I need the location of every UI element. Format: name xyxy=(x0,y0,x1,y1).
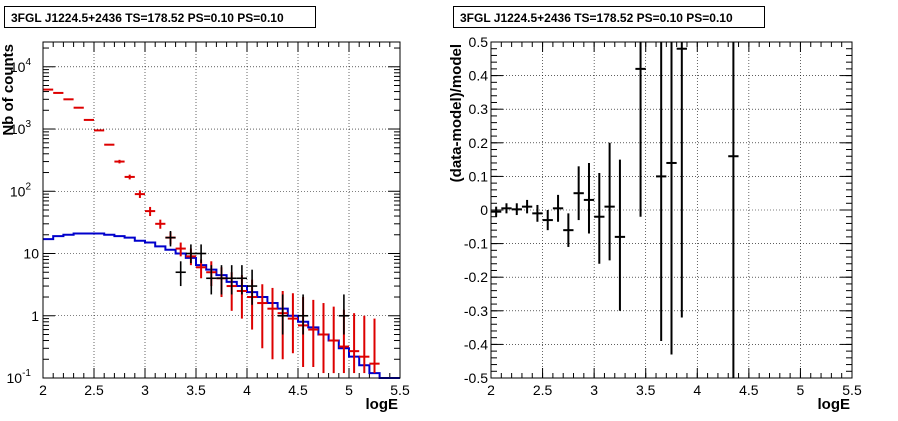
data-point xyxy=(185,244,196,264)
residual-point xyxy=(666,42,677,355)
model-point xyxy=(175,242,186,257)
residual-point xyxy=(511,203,522,216)
data-point xyxy=(216,265,227,295)
x-tick-label: 3 xyxy=(141,382,149,398)
y-axis-label: (data-model)/model xyxy=(448,44,465,182)
data-point xyxy=(236,265,247,295)
residual-point xyxy=(728,42,739,378)
y-tick-exponent: 4 xyxy=(25,57,31,68)
x-tick-label: 4.5 xyxy=(288,382,308,398)
plot-frame xyxy=(490,41,853,379)
y-tick-label: 0.1 xyxy=(469,168,489,184)
y-axis-label: Nb of counts xyxy=(0,44,17,136)
y-tick-label: -0.3 xyxy=(464,303,488,319)
y-tick-label: 1 xyxy=(31,308,39,324)
y-tick-label: 0.4 xyxy=(469,68,489,84)
y-tick-label: -0.4 xyxy=(464,336,488,352)
x-tick-label: 5 xyxy=(797,382,805,398)
model-point xyxy=(287,293,298,354)
residual-point xyxy=(656,42,667,342)
y-tick-label: 10-1 xyxy=(7,368,32,386)
data-point xyxy=(165,230,176,247)
plot-frame xyxy=(42,41,401,379)
x-tick-label: 2.5 xyxy=(84,382,104,398)
x-tick-label: 3.5 xyxy=(186,382,206,398)
y-tick-label: 0 xyxy=(480,202,488,218)
model-point xyxy=(114,159,125,164)
x-tick-label: 5.5 xyxy=(842,382,862,398)
residual-point xyxy=(604,142,615,261)
model-point xyxy=(349,313,360,374)
residual-point xyxy=(563,213,574,247)
x-tick-label: 4 xyxy=(243,382,251,398)
model-point xyxy=(155,219,166,229)
x-tick-label: 4.5 xyxy=(739,382,759,398)
x-tick-label: 5 xyxy=(345,382,353,398)
residual-point xyxy=(573,166,584,221)
x-axis-label: logE xyxy=(818,396,851,413)
y-tick-label: -0.5 xyxy=(464,370,488,386)
y-tick-label: -0.1 xyxy=(464,236,488,252)
residual-point xyxy=(635,42,646,217)
model-point xyxy=(134,190,145,198)
data-point xyxy=(247,269,258,305)
y-tick-exponent: 3 xyxy=(25,119,31,130)
data-point xyxy=(206,265,217,295)
model-point xyxy=(369,318,380,374)
model-point xyxy=(267,287,278,360)
residuals-plot-title: 3FGL J1224.5+2436 TS=178.52 PS=0.10 PS=0… xyxy=(453,6,765,28)
data-point xyxy=(196,244,207,264)
x-tick-label: 4 xyxy=(693,382,701,398)
model-point xyxy=(328,306,339,374)
x-axis-label: logE xyxy=(366,396,399,413)
y-tick-label: 0.2 xyxy=(469,135,489,151)
model-point xyxy=(257,284,268,349)
model-point xyxy=(124,174,135,180)
model-point xyxy=(359,315,370,374)
x-tick-label: 3 xyxy=(590,382,598,398)
data-point xyxy=(298,294,309,335)
residual-point xyxy=(491,206,502,217)
data-point xyxy=(175,261,186,287)
residual-point xyxy=(552,194,564,222)
data-point xyxy=(277,294,288,335)
residual-point xyxy=(676,42,687,318)
data-point xyxy=(226,265,237,295)
counts-plot-title: 3FGL J1224.5+2436 TS=178.52 PS=0.10 PS=0… xyxy=(4,6,316,28)
residual-point xyxy=(594,173,605,264)
x-tick-label: 2.5 xyxy=(533,382,553,398)
y-tick-label: 0.3 xyxy=(469,101,489,117)
x-tick-label: 5.5 xyxy=(390,382,410,398)
model-point xyxy=(318,303,329,374)
residual-point xyxy=(501,203,512,214)
residuals-panel: 2 2.5 3 3.5 4 4.5 5 5.5 -0.5 -0.4 -0.3 -0.2 -0.1 0 0.1… xyxy=(448,34,862,413)
residual-point xyxy=(521,199,533,214)
residual-point xyxy=(583,162,595,234)
data-point xyxy=(338,294,349,335)
residual-point xyxy=(614,159,626,311)
residual-point xyxy=(532,204,543,222)
model-point xyxy=(145,206,156,217)
x-tick-label: 3.5 xyxy=(636,382,656,398)
model-point xyxy=(308,299,319,368)
plot-area xyxy=(43,42,400,378)
x-tick-label: 2 xyxy=(487,382,495,398)
x-tick-label: 2 xyxy=(39,382,47,398)
y-tick-exponent: 2 xyxy=(25,181,31,192)
y-tick-label: -0.2 xyxy=(464,269,488,285)
y-tick-label: 0.5 xyxy=(469,34,489,50)
y-tick-label: 10 xyxy=(23,246,39,262)
y-tick-label: 102 xyxy=(10,181,32,199)
residual-point xyxy=(542,210,553,231)
y-tick-exponent: -1 xyxy=(22,368,31,379)
